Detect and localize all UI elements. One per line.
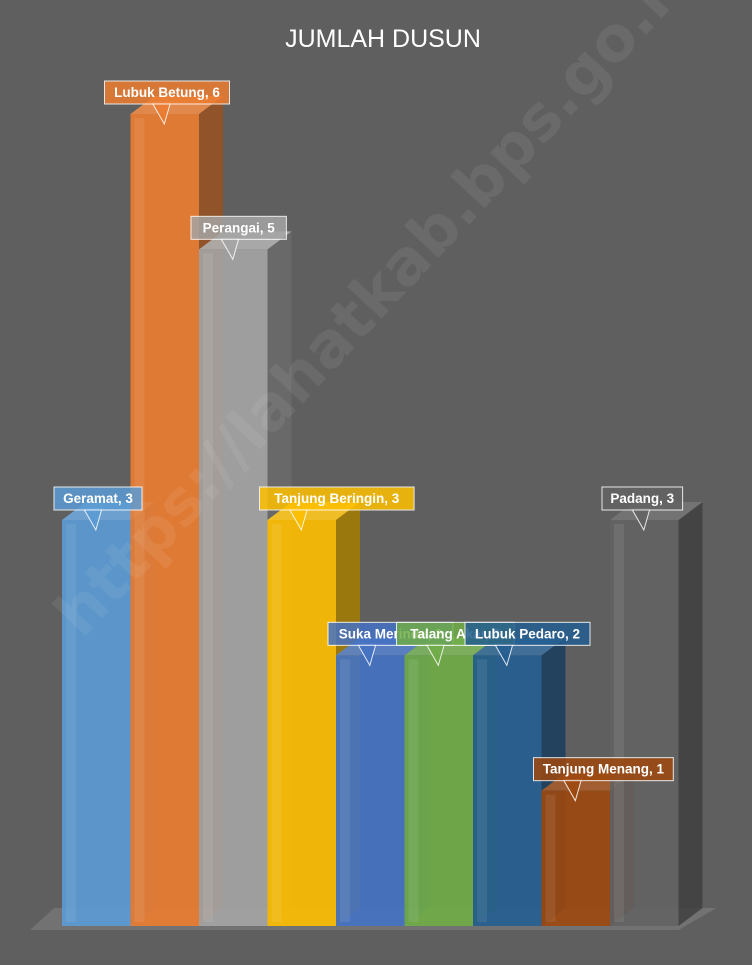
- data-label-text-4: Tanjung Beringin, 3: [274, 491, 399, 506]
- data-label-4: Tanjung Beringin, 3: [259, 486, 415, 532]
- bar-front-6: [404, 655, 473, 926]
- data-label-box-4: [259, 486, 415, 511]
- data-label-9: Padang, 3: [601, 486, 684, 532]
- bar-highlight-6: [408, 659, 419, 922]
- bar-7: [473, 637, 566, 926]
- data-label-box-9: [601, 486, 684, 511]
- data-label-text-1: Geramat, 3: [63, 491, 133, 506]
- bar-highlight-1: [66, 524, 76, 922]
- data-label-2: Lubuk Betung, 6: [104, 80, 230, 126]
- bar-front-7: [473, 655, 542, 926]
- bar-9: [610, 502, 703, 926]
- data-label-text-3: Perangai, 5: [203, 220, 276, 235]
- data-label-7: Lubuk Pedaro, 2: [464, 621, 591, 667]
- bar-front-1: [62, 520, 131, 926]
- bar-highlight-9: [614, 524, 624, 922]
- bar-front-4: [267, 520, 336, 926]
- data-label-1: Geramat, 3: [53, 486, 143, 532]
- bar-front-8: [541, 790, 610, 926]
- data-label-box-8: [533, 757, 674, 782]
- data-label-3: Perangai, 5: [190, 215, 287, 261]
- bar-highlight-4: [271, 524, 282, 922]
- bar-highlight-7: [477, 659, 487, 922]
- bar-front-9: [610, 520, 679, 926]
- bar-front-3: [199, 249, 268, 927]
- bar-highlight-5: [340, 659, 350, 922]
- data-label-text-8: Tanjung Menang, 1: [543, 762, 665, 777]
- data-label-box-3: [190, 215, 287, 240]
- bar-highlight-3: [203, 253, 213, 923]
- data-labels: Geramat, 3 Lubuk Betung, 6 Perangai, 5 Tanj…: [53, 80, 684, 802]
- data-label-8: Tanjung Menang, 1: [533, 757, 674, 802]
- data-label-text-2: Lubuk Betung, 6: [114, 85, 220, 100]
- bar-highlight-2: [134, 118, 145, 922]
- bar-side-9: [678, 502, 703, 926]
- bar-highlight-8: [545, 794, 556, 922]
- data-label-box-1: [53, 486, 143, 511]
- bar-front-2: [130, 114, 199, 926]
- chart-title: JUMLAH DUSUN: [285, 25, 481, 53]
- data-label-text-7: Lubuk Pedaro, 2: [475, 626, 580, 641]
- data-label-text-9: Padang, 3: [610, 491, 674, 506]
- data-label-box-7: [464, 621, 591, 646]
- bar-front-5: [336, 655, 405, 926]
- data-label-box-2: [104, 80, 230, 105]
